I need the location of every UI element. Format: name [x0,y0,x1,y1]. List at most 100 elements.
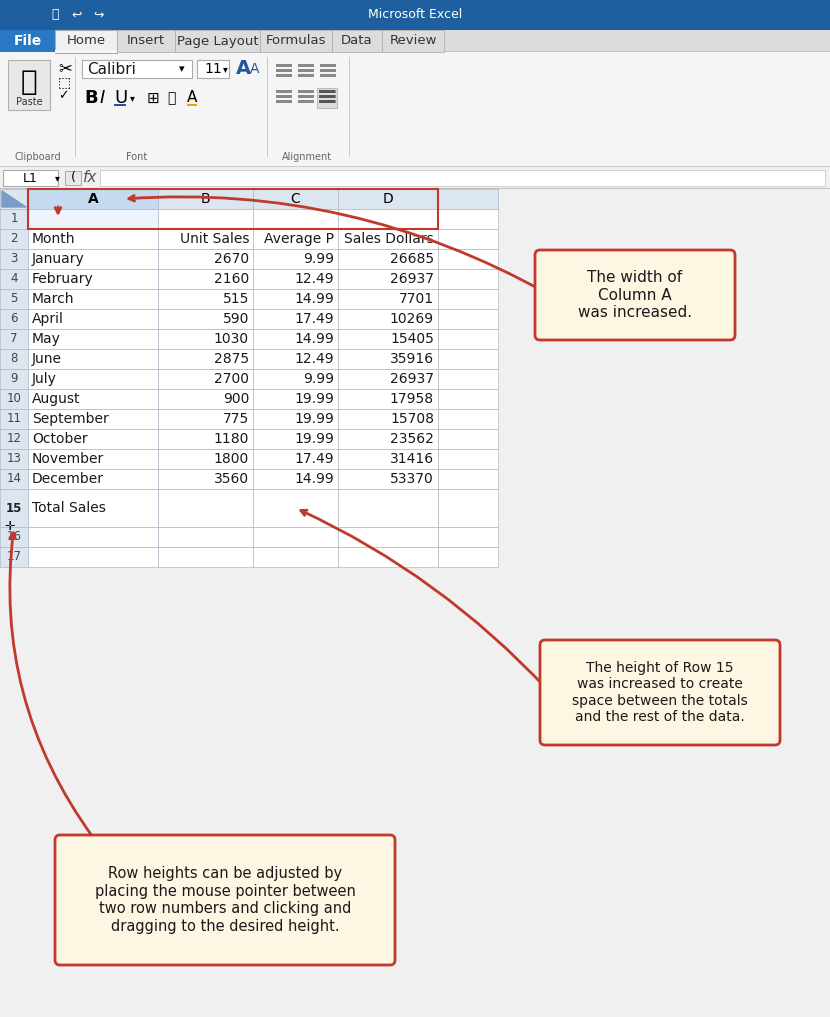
Bar [28,270,158,289]
Text: 11: 11 [7,413,22,425]
Bar [338,210,438,229]
Bar [320,64,336,67]
Text: 15: 15 [6,501,22,515]
Bar [338,388,438,409]
Bar [175,29,260,52]
Bar [438,330,498,349]
Text: February: February [32,272,94,286]
Bar [382,29,444,52]
Text: July: July [32,372,57,386]
Bar [28,189,438,229]
Bar [253,210,338,229]
Text: 10: 10 [7,393,22,406]
Bar [3,170,58,186]
Text: 11: 11 [204,62,222,76]
Bar [28,330,158,349]
Text: Clipboard: Clipboard [15,152,61,162]
Bar [28,448,158,469]
Bar [82,60,192,78]
Bar [253,349,338,369]
Bar [338,270,438,289]
Bar [298,89,314,93]
Bar [438,527,498,547]
Text: December: December [32,472,104,486]
Text: Average P: Average P [264,232,334,246]
Text: B: B [201,192,210,206]
Text: 19.99: 19.99 [294,392,334,406]
Text: 26937: 26937 [390,272,434,286]
Bar [28,547,158,567]
Bar [338,229,438,249]
Bar [158,489,253,527]
Bar [253,469,338,489]
Text: Total Sales: Total Sales [32,501,106,515]
Text: ✛: ✛ [4,521,14,534]
Bar [158,210,253,229]
Bar [117,29,175,52]
Bar [438,448,498,469]
Text: March: March [32,292,75,306]
Bar [0,167,830,189]
Text: 15708: 15708 [390,412,434,426]
Bar [187,104,197,106]
Text: A: A [88,192,99,206]
Bar [438,210,498,229]
Text: ▾: ▾ [222,64,227,74]
Text: A: A [236,60,251,78]
Text: 17.49: 17.49 [295,312,334,326]
Text: 900: 900 [222,392,249,406]
Bar [0,270,28,289]
Text: ✂: ✂ [58,59,72,77]
Bar [338,309,438,330]
Bar [320,100,336,103]
Bar [276,74,292,77]
Bar [158,229,253,249]
Polygon shape [2,191,26,207]
Bar [28,249,158,270]
Bar [253,289,338,309]
Text: 14.99: 14.99 [295,472,334,486]
Text: Row heights can be adjusted by
placing the mouse pointer between
two row numbers: Row heights can be adjusted by placing t… [95,866,355,934]
Bar [158,448,253,469]
Bar [65,171,81,185]
Text: ↩: ↩ [71,8,82,21]
Bar [0,489,28,527]
Bar [253,369,338,388]
Text: May: May [32,332,61,346]
Bar [276,69,292,72]
Bar [438,388,498,409]
Text: D: D [383,192,393,206]
Text: October: October [32,432,88,446]
Text: Home: Home [66,35,105,48]
Bar [0,0,830,29]
Text: ▾: ▾ [55,173,60,183]
Bar [319,100,335,103]
Bar [338,527,438,547]
Text: Calibri: Calibri [87,61,136,76]
Text: 35916: 35916 [390,352,434,366]
Bar [317,88,337,108]
Bar [298,100,314,103]
Bar [28,489,158,527]
Bar [100,170,825,186]
Bar [319,89,335,93]
Text: The width of
Column A
was increased.: The width of Column A was increased. [578,271,692,320]
Text: 26685: 26685 [390,252,434,266]
Text: 2670: 2670 [214,252,249,266]
Text: 19.99: 19.99 [294,412,334,426]
Text: 23562: 23562 [390,432,434,446]
Text: fx: fx [83,171,97,185]
Text: 9.99: 9.99 [303,252,334,266]
Bar [338,489,438,527]
Text: Microsoft Excel: Microsoft Excel [368,8,462,21]
Text: (: ( [71,172,76,184]
Text: 14.99: 14.99 [295,292,334,306]
Text: ▾: ▾ [130,93,134,103]
Text: 19.99: 19.99 [294,432,334,446]
Bar [438,547,498,567]
Bar [158,409,253,429]
Text: Formulas: Formulas [266,35,326,48]
Bar [158,388,253,409]
Text: 9: 9 [10,372,17,385]
Text: B: B [84,89,98,107]
